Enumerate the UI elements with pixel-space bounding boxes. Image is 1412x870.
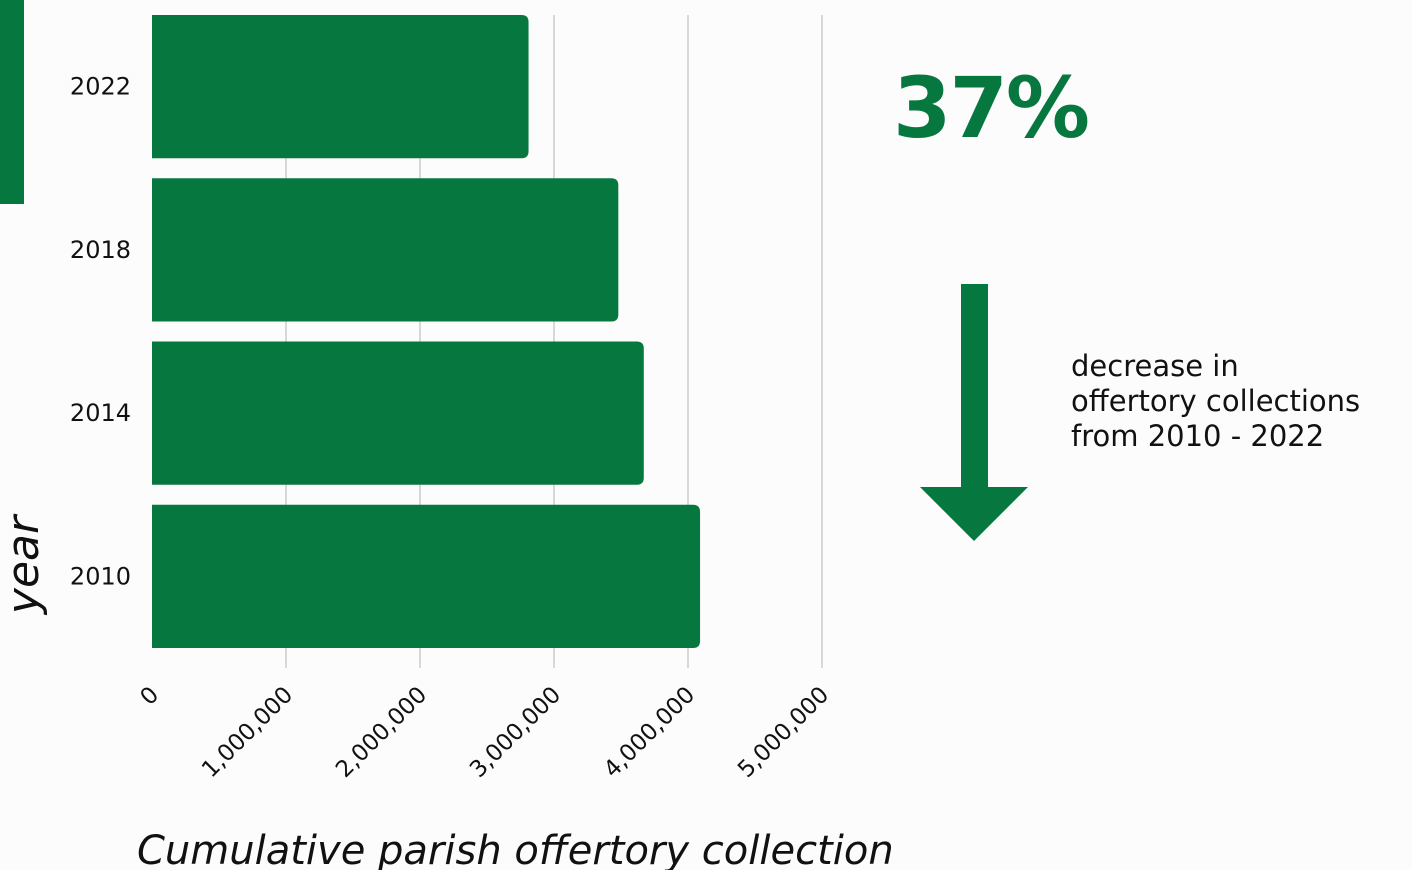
y-tick-labels: 2022 2018 2014 2010 — [70, 73, 131, 591]
x-tick-label: 0 — [136, 682, 165, 711]
y-tick-label: 2010 — [70, 562, 131, 590]
x-axis-label: Cumulative parish offertory collection — [137, 828, 894, 870]
x-tick-label: 4,000,000 — [599, 682, 700, 783]
accent-stripe — [0, 0, 24, 204]
x-tick-labels: 0 1,000,000 2,000,000 3,000,000 4,000,000 5,0… — [136, 682, 835, 783]
y-tick-label: 2014 — [70, 399, 131, 427]
y-tick-label: 2018 — [70, 236, 131, 264]
bars — [152, 15, 701, 648]
y-axis-label: year — [0, 513, 49, 616]
x-tick-label: 5,000,000 — [733, 682, 834, 783]
x-tick-label: 1,000,000 — [197, 682, 298, 783]
bar-2014 — [152, 341, 644, 485]
down-arrow-icon — [920, 284, 1028, 541]
decrease-percentage: 37% — [893, 59, 1090, 157]
x-tick-label: 3,000,000 — [465, 682, 566, 783]
x-tick-label: 2,000,000 — [331, 682, 432, 783]
bar-2022 — [152, 15, 529, 159]
decrease-caption: decrease in offertory collections from 2… — [1071, 349, 1361, 453]
bar-2010 — [152, 504, 701, 648]
y-tick-label: 2022 — [70, 73, 131, 101]
bar-2018 — [152, 178, 619, 322]
